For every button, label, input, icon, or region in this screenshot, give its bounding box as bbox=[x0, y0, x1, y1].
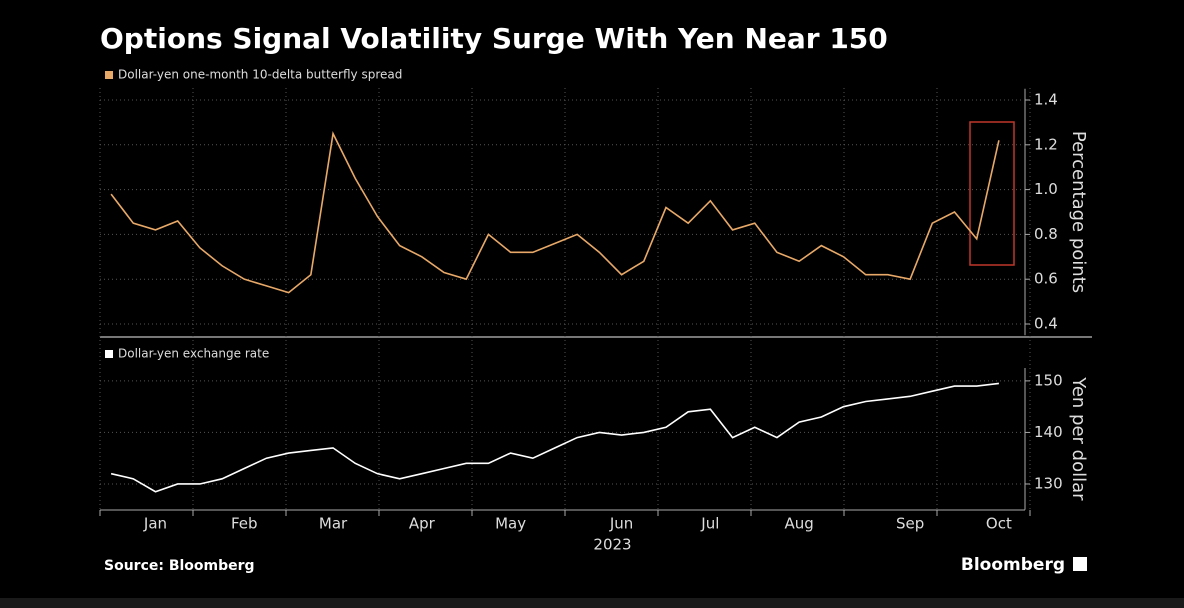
x-tick-label: Jun bbox=[609, 515, 633, 533]
x-tick-label: Sep bbox=[896, 515, 924, 533]
y-tick-label: 140 bbox=[1034, 423, 1063, 441]
y-tick-label: 0.4 bbox=[1034, 315, 1058, 333]
y-axis-title: Yen per dollar bbox=[1068, 376, 1089, 501]
y-tick-label: 1.2 bbox=[1034, 135, 1058, 153]
data-line bbox=[110, 130, 1000, 294]
data-line bbox=[110, 382, 999, 493]
x-tick-label: Feb bbox=[231, 515, 258, 533]
y-tick-label: 130 bbox=[1034, 474, 1063, 492]
x-tick-label: Jan bbox=[143, 515, 167, 533]
x-tick-label: May bbox=[495, 515, 526, 533]
x-tick-label: Oct bbox=[986, 515, 1012, 533]
y-tick-label: 150 bbox=[1034, 371, 1063, 389]
y-tick-label: 1.0 bbox=[1034, 180, 1058, 198]
legend-swatch bbox=[105, 350, 113, 358]
legend-label: Dollar-yen one-month 10-delta butterfly … bbox=[118, 68, 402, 82]
x-tick-label: Aug bbox=[784, 515, 813, 533]
highlight-box bbox=[969, 121, 1015, 266]
x-tick-label: Jul bbox=[700, 515, 719, 533]
source: Source: Bloomberg bbox=[104, 558, 255, 574]
x-tick-label: Apr bbox=[409, 515, 436, 533]
y-tick-label: 0.8 bbox=[1034, 225, 1058, 243]
brand: Bloomberg bbox=[961, 555, 1065, 575]
y-axis-title: Percentage points bbox=[1068, 131, 1089, 293]
brand-icon bbox=[1073, 557, 1087, 571]
legend-label: Dollar-yen exchange rate bbox=[118, 347, 269, 361]
y-tick-label: 1.4 bbox=[1034, 91, 1058, 109]
legend-swatch bbox=[105, 71, 113, 79]
bottom-bar bbox=[0, 598, 1184, 608]
y-tick-label: 0.6 bbox=[1034, 270, 1058, 288]
chart-title: Options Signal Volatility Surge With Yen… bbox=[100, 22, 888, 55]
x-axis-title: 2023 bbox=[593, 536, 631, 554]
x-tick-label: Mar bbox=[319, 515, 348, 533]
